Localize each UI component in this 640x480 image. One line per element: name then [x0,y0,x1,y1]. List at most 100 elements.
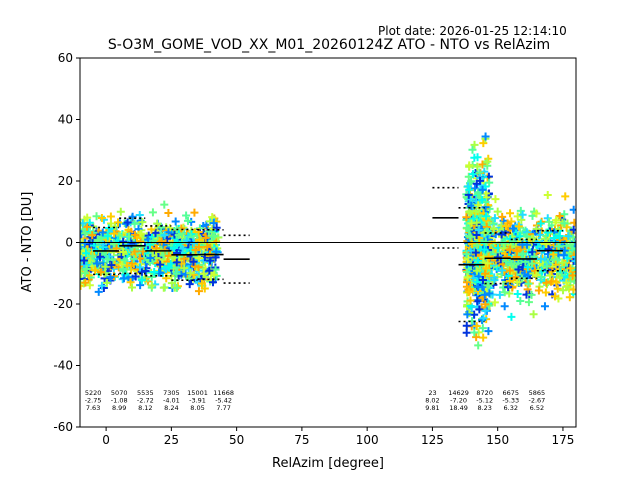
scatter-point [203,242,212,251]
scatter-point [485,204,494,213]
scatter-point [209,270,218,279]
bin-stat-label: 6675 [503,389,520,397]
scatter-point [540,302,549,311]
scatter-point [473,297,482,306]
scatter-point [106,219,115,228]
scatter-point [189,257,198,266]
scatter-point [511,273,520,282]
x-tick-label: 75 [294,433,309,447]
scatter-point [544,245,553,254]
scatter-point [138,218,147,227]
scatter-point [128,258,137,267]
bin-stat-label: -2.75 [85,397,102,405]
scatter-point [96,268,105,277]
scatter-point [481,300,490,309]
scatter-point [119,237,128,246]
y-axis-label: ATO - NTO [DU] [20,192,35,293]
scatter-point [464,172,473,181]
bin-stat-label: 15001 [187,389,208,397]
scatter-point [504,271,513,280]
scatter-point [474,341,483,350]
bin-stat-label: 5220 [85,389,102,397]
scatter-point [489,225,498,234]
scatter-point [499,244,508,253]
bin-stat-label: 23 [428,389,436,397]
scatter-point [472,266,481,275]
scatter-point [194,287,203,296]
scatter-point [490,298,499,307]
scatter-point [499,216,508,225]
x-axis-label: RelAzim [degree] [272,456,384,471]
scatter-point [481,132,490,141]
scatter-point [81,229,90,238]
bin-stat-label: 8.02 [425,397,439,405]
scatter-point [186,269,195,278]
scatter-point [493,253,502,262]
scatter-point [484,252,493,261]
bin-stat-label: 14629 [448,389,469,397]
scatter-point [471,248,480,257]
scatter-point [151,228,160,237]
scatter-point [98,228,107,237]
scatter-point [490,276,499,285]
scatter-point [130,219,139,228]
scatter-point [478,185,487,194]
scatter-point [206,256,215,265]
scatter-point [472,333,481,342]
scatter-point [101,262,110,271]
scatter-point [483,157,492,166]
scatter-point [506,245,515,254]
scatter-point [110,222,119,231]
scatter-point [146,253,155,262]
scatter-point [129,254,138,263]
scatter-point [128,212,137,221]
scatter-point [491,195,500,204]
bin-stat-label: -3.91 [189,397,206,405]
scatter-point [172,258,181,267]
scatter-point [126,278,135,287]
scatter-point [85,281,94,290]
scatter-point [103,255,112,264]
scatter-point [106,212,115,221]
scatter-point [148,208,157,217]
scatter-point [147,225,156,234]
scatter-point [147,272,156,281]
scatter-point [462,213,471,222]
scatter-point [141,266,150,275]
scatter-point [114,218,123,227]
scatter-point [472,218,481,227]
y-tick-label: 20 [58,174,73,188]
scatter-point [554,242,563,251]
scatter-point [92,212,101,221]
scatter-point [500,302,509,311]
y-tick-label: -20 [53,297,73,311]
scatter-point [558,258,567,267]
scatter-point [565,293,574,302]
scatter-point [180,264,189,273]
scatter-point [485,301,494,310]
scatter-point [536,255,545,264]
scatter-point [200,284,209,293]
scatter-point [121,270,130,279]
scatter-point [485,289,494,298]
scatter-point [483,259,492,268]
scatter-point [116,207,125,216]
x-tick-label: 0 [102,433,110,447]
bin-stat-label: 5535 [137,389,154,397]
bin-stat-label: -7.20 [450,397,467,405]
scatter-point [561,192,570,201]
scatter-point [137,242,146,251]
scatter-point [110,229,119,238]
scatter-point [570,218,576,227]
scatter-point [470,310,479,319]
bin-stat-label: -5.33 [502,397,519,405]
scatter-point [128,283,137,292]
scatter-point [164,263,173,272]
bin-stat-label: 8.24 [164,404,178,412]
scatter-point [500,288,509,297]
scatter-point [484,327,493,336]
scatter-point [518,240,527,249]
scatter-point [498,212,507,221]
y-tick-label: -60 [53,420,73,434]
scatter-point [204,227,213,236]
